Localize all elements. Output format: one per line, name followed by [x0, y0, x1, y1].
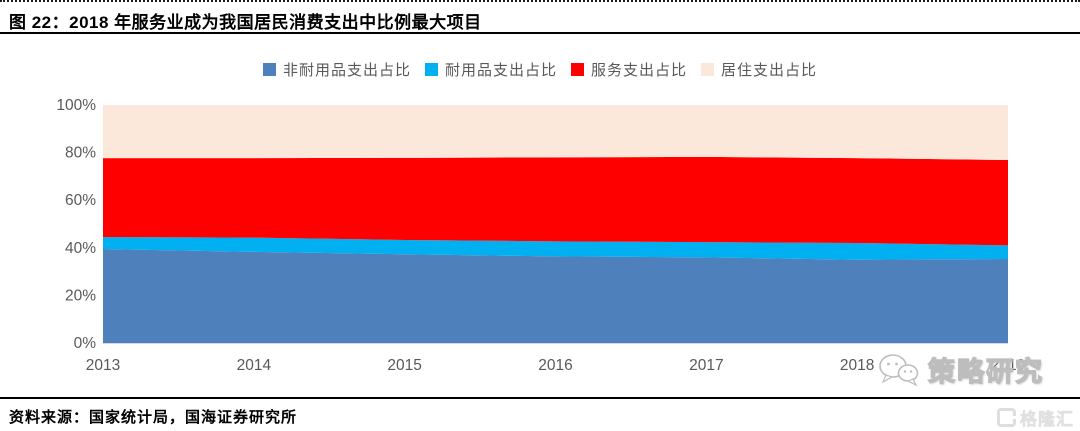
legend-item-nondurable: 非耐用品支出占比: [262, 59, 411, 80]
area-series-3: [103, 105, 1008, 160]
legend-swatch-housing: [701, 62, 715, 76]
gelonghui-g-icon: [997, 408, 1016, 427]
gelonghui-logo: 格隆汇: [997, 405, 1074, 430]
legend-label: 服务支出占比: [591, 62, 688, 79]
y-tick-label: 20%: [65, 287, 96, 304]
gelonghui-label: 格隆汇: [1020, 410, 1074, 429]
y-tick-label: 100%: [56, 97, 96, 114]
area-series-2: [103, 156, 1008, 246]
figure-title: 图 22：2018 年服务业成为我国居民消费支出中比例最大项目: [9, 13, 482, 32]
legend-swatch-services: [571, 62, 584, 76]
source-text: 资料来源：国家统计局，国海证券研究所: [9, 410, 298, 426]
legend-label: 耐用品支出占比: [444, 62, 557, 79]
x-tick-label: 2016: [538, 357, 572, 374]
y-tick-label: 60%: [65, 192, 96, 209]
area-series-0: [103, 248, 1008, 343]
legend-label: 居住支出占比: [721, 62, 818, 79]
legend-label: 非耐用品支出占比: [282, 62, 411, 79]
x-tick-label: 2018: [840, 357, 874, 374]
y-tick-label: 80%: [65, 145, 96, 162]
source-bar: 资料来源：国家统计局，国海证券研究所 格隆汇: [0, 397, 1080, 431]
legend-swatch-nondurable: [262, 62, 276, 76]
x-tick-label: 2015: [387, 357, 421, 374]
legend-swatch-durable: [424, 62, 438, 76]
legend-item-housing: 居住支出占比: [701, 59, 817, 80]
y-tick-label: 40%: [65, 240, 96, 257]
area-series-1: [103, 237, 1008, 260]
x-tick-label: 2019: [991, 357, 1025, 374]
chart-legend: 非耐用品支出占比 耐用品支出占比 服务支出占比 居住支出占比: [0, 57, 1080, 81]
legend-item-services: 服务支出占比: [571, 59, 687, 80]
chart-area: 0% 20% 40% 60% 80% 100% 2013 2014 2015 2016 2017 20…: [0, 34, 1080, 397]
y-tick-label: 0%: [74, 335, 97, 352]
x-tick-label: 2014: [237, 357, 272, 374]
x-tick-label: 2017: [689, 357, 723, 374]
figure-title-bar: 图 22：2018 年服务业成为我国居民消费支出中比例最大项目: [0, 0, 1080, 34]
x-tick-label: 2013: [86, 357, 120, 374]
stacked-area-chart: 0% 20% 40% 60% 80% 100% 2013 2014 2015 2016 2017 20…: [56, 97, 1025, 374]
legend-item-durable: 耐用品支出占比: [424, 59, 557, 80]
